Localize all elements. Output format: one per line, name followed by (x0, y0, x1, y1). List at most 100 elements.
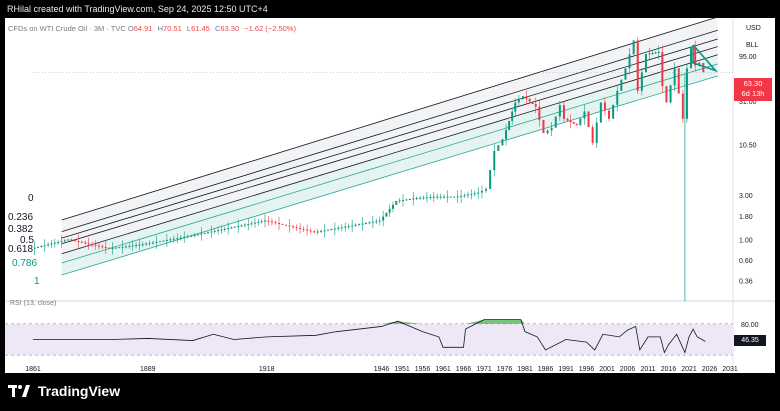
candle (288, 225, 291, 227)
open-label: O (127, 24, 134, 33)
candle (640, 72, 643, 91)
candle (508, 120, 511, 131)
fib-line-3 (61, 46, 718, 245)
high-label: H (157, 24, 164, 33)
fib-channel-lower-fill (61, 54, 718, 276)
x-tick-label: 1981 (517, 366, 533, 373)
candle (419, 197, 422, 199)
candle (193, 234, 196, 236)
candle (425, 197, 428, 199)
candle (591, 127, 594, 143)
y-tick-label: 1.00 (739, 237, 753, 244)
close-value: 63.30 (220, 24, 240, 33)
candle (250, 223, 253, 225)
candle (87, 243, 90, 245)
candle (415, 198, 418, 200)
candle (37, 246, 40, 248)
candle (558, 105, 561, 117)
candle (453, 196, 456, 198)
candle (247, 223, 250, 225)
candle (644, 53, 647, 73)
rsi-upper-label: 80.00 (741, 322, 759, 329)
x-tick-label: 1986 (538, 366, 554, 373)
candle (612, 104, 615, 119)
candle (135, 245, 138, 247)
candle (158, 241, 161, 243)
fib-level-0786: 0.786 (12, 258, 38, 269)
fib-line-0 (61, 16, 718, 221)
candle (616, 90, 619, 105)
candle (320, 230, 323, 232)
candle (210, 231, 213, 233)
candle (554, 116, 557, 128)
unit-label[interactable]: BLL (746, 42, 759, 49)
y-tick-label: 95.00 (739, 54, 757, 61)
x-tick-label: 2016 (661, 366, 677, 373)
candle (230, 227, 233, 229)
candle (40, 246, 43, 248)
candle (344, 226, 347, 228)
candle (337, 227, 340, 229)
candle (485, 189, 488, 191)
rsi-overbought-fill (33, 319, 706, 324)
candle (165, 240, 168, 242)
x-tick-label: 1976 (497, 366, 513, 373)
candle (330, 229, 333, 231)
open-value: 64.91 (133, 24, 153, 33)
candle (351, 225, 354, 227)
candle (162, 240, 165, 242)
candle (354, 224, 357, 226)
candle (694, 46, 697, 66)
candle (654, 52, 657, 54)
candle (546, 130, 549, 134)
candle (528, 98, 531, 102)
candle (131, 245, 134, 247)
candle (673, 68, 676, 86)
rsi-value-tag: 46.35 (734, 335, 766, 346)
candle (477, 192, 480, 194)
candle (33, 247, 36, 249)
candle (391, 204, 394, 209)
candle (681, 93, 684, 119)
price-chart[interactable]: 95.0031.0010.503.001.801.000.600.3680.00… (5, 16, 775, 373)
candle (91, 243, 94, 245)
candle (206, 232, 209, 234)
candle (446, 196, 449, 198)
fib-line-4 (61, 54, 718, 255)
y-tick-label: 3.00 (739, 193, 753, 200)
candle (599, 102, 602, 123)
candle (267, 220, 270, 222)
candle (460, 195, 463, 197)
candle (562, 105, 565, 119)
x-tick-label: 1951 (394, 366, 410, 373)
candle (595, 122, 598, 143)
candle (104, 246, 107, 248)
candle (97, 245, 100, 247)
candle (501, 139, 504, 146)
candle (371, 221, 374, 223)
candle (587, 111, 590, 128)
candle (172, 238, 175, 240)
fib-line-1 (61, 29, 718, 233)
candle (264, 220, 267, 222)
candle (94, 244, 97, 246)
tradingview-branding[interactable]: TradingView (8, 383, 120, 400)
currency-label[interactable]: USD (746, 25, 761, 32)
candle (521, 96, 524, 100)
fib-level-0382: 0.382 (8, 224, 34, 235)
chart-panel[interactable]: 95.00 31.00 10.50 3.00 1.80 1.00 0.60 0.36 80.00… (5, 16, 775, 373)
candle (432, 196, 435, 198)
rsi-band (5, 323, 733, 356)
candle (398, 200, 401, 202)
x-tick-label: 1971 (476, 366, 492, 373)
candle (378, 220, 381, 222)
y-tick-label: 31.00 (739, 99, 757, 106)
symbol-legend: CFDs on WTI Crude Oil · 3M · TVC O64.91 … (8, 24, 299, 33)
candle (405, 199, 408, 201)
candle (302, 228, 305, 230)
fib-line-2 (61, 38, 718, 239)
candle (628, 54, 631, 69)
candle (702, 62, 705, 73)
candle (569, 120, 572, 123)
fib-level-0236: 0.236 (8, 212, 34, 223)
